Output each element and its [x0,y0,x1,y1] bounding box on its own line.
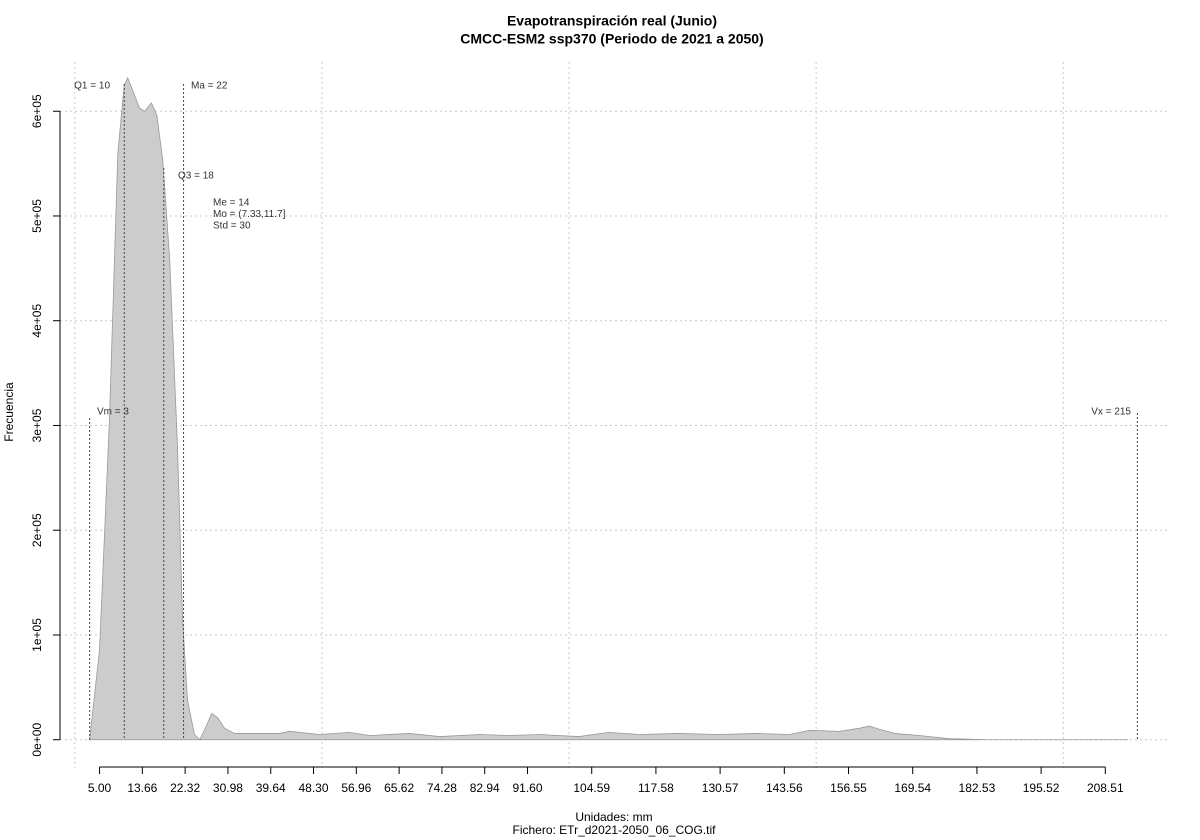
chart-subtitle: CMCC-ESM2 ssp370 (Periodo de 2021 a 2050… [460,31,763,47]
marker-label: Q3 = 18 [178,171,214,182]
marker-label: Vx = 215 [1091,407,1131,418]
x-tick-label: 156.55 [830,781,867,795]
marker-label: Q1 = 10 [74,81,110,92]
x-tick-label: 22.32 [170,781,200,795]
marker-label: Ma = 22 [191,81,228,92]
stat-label: Std = 30 [213,221,251,232]
x-tick-label: 82.94 [470,781,500,795]
density-area [89,76,1128,741]
x-tick-label: 74.28 [427,781,457,795]
y-tick-label: 5e+05 [30,199,44,233]
x-tick-label: 39.64 [256,781,286,795]
x-tick-label: 169.54 [894,781,931,795]
x-tick-label: 48.30 [299,781,329,795]
x-tick-label: 117.58 [638,781,674,795]
y-tick-label: 4e+05 [30,304,44,338]
y-tick-label: 6e+05 [30,94,44,128]
x-tick-label: 195.52 [1023,781,1060,795]
x-axis-label: Unidades: mm [575,810,652,824]
chart-title: Evapotranspiración real (Junio) [507,13,717,29]
y-axis-label: Frecuencia [2,382,16,442]
x-tick-label: 30.98 [213,781,243,795]
x-tick-label: 13.66 [127,781,157,795]
y-tick-label: 2e+05 [30,513,44,547]
x-tick-label: 208.51 [1087,781,1124,795]
x-tick-label: 182.53 [959,781,996,795]
y-tick-label: 0e+00 [30,723,44,757]
x-tick-label: 104.59 [573,781,610,795]
stat-label: Mo = (7.33,11.7] [213,209,286,220]
x-tick-label: 91.60 [513,781,543,795]
x-tick-label: 65.62 [384,781,414,795]
x-tick-label: 143.56 [766,781,803,795]
y-tick-label: 1e+05 [30,618,44,652]
x-tick-label: 5.00 [88,781,112,795]
x-tick-label: 130.57 [702,781,739,795]
y-tick-label: 3e+05 [30,408,44,442]
marker-label: Vm = 3 [97,407,129,418]
x-tick-label: 56.96 [341,781,371,795]
stat-label: Me = 14 [213,198,250,209]
caption: Fichero: ETr_d2021-2050_06_COG.tif [513,823,717,837]
